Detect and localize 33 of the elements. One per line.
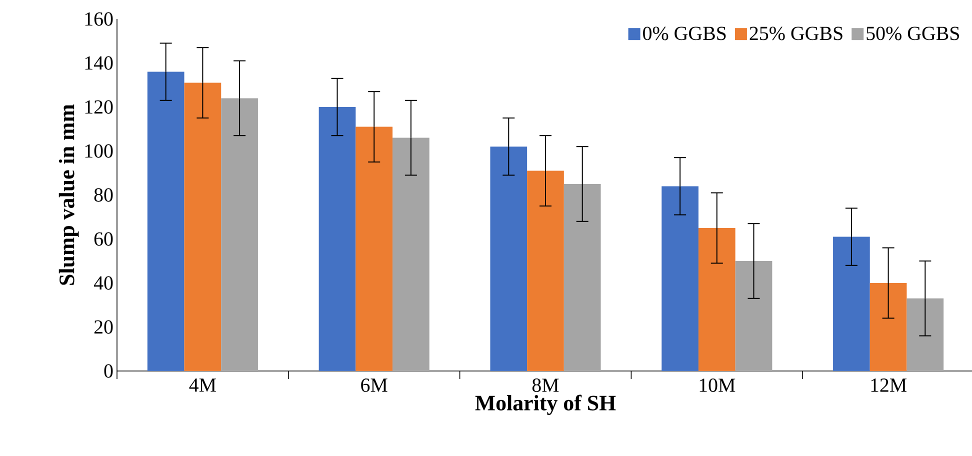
bar	[184, 82, 222, 371]
y-tick-label: 160	[85, 12, 113, 26]
y-tick-label: 140	[85, 56, 113, 70]
bar	[662, 186, 698, 371]
bar	[564, 184, 601, 371]
x-tick-label: 4M	[189, 378, 216, 392]
bar	[735, 261, 772, 371]
bar	[527, 170, 564, 371]
bar	[147, 72, 184, 371]
x-tick-label: 10M	[700, 378, 736, 392]
y-tick-label: 20	[94, 320, 113, 334]
x-tick-label: 12M	[871, 378, 907, 392]
legend-label: 25% GGBS	[750, 26, 842, 40]
y-tick-label: 120	[85, 100, 113, 114]
bar	[356, 126, 393, 371]
y-tick-label: 60	[94, 232, 113, 246]
x-tick-label: 6M	[361, 378, 388, 392]
bar	[318, 107, 356, 371]
legend-label: 0% GGBS	[643, 26, 726, 40]
bar	[392, 138, 430, 371]
x-axis-title: Molarity of SH	[475, 394, 616, 415]
bar	[490, 146, 528, 371]
bar	[698, 228, 736, 371]
bar	[833, 236, 870, 371]
y-tick-label: 0	[104, 364, 113, 378]
y-tick-label: 80	[94, 188, 113, 202]
x-tick-label: 8M	[532, 378, 559, 392]
bar	[221, 98, 258, 371]
legend-label: 50% GGBS	[866, 26, 960, 40]
y-tick-label: 100	[85, 144, 113, 158]
y-axis-title: Slump value in mm	[58, 104, 79, 285]
y-tick-label: 40	[94, 276, 113, 290]
bar	[870, 283, 907, 371]
